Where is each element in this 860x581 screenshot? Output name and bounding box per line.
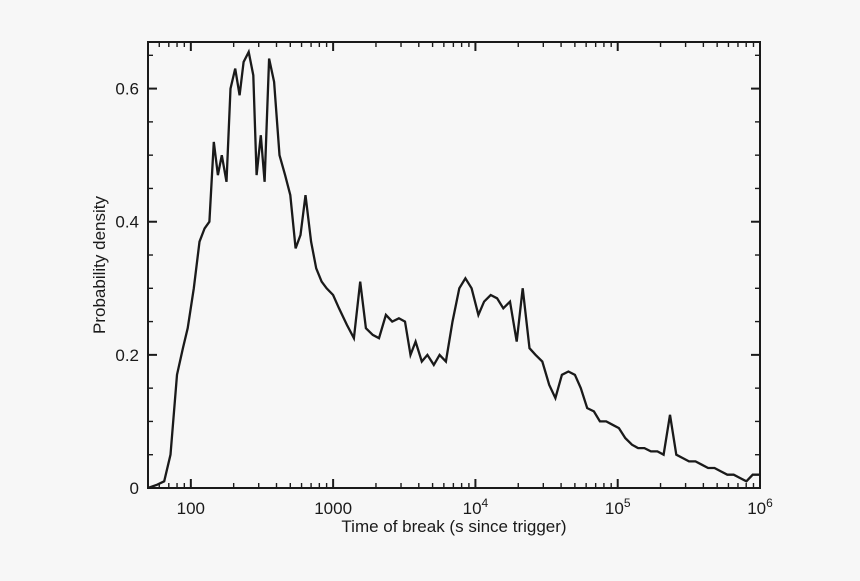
y-tick-label: 0.2: [115, 346, 139, 365]
x-tick-label: 105: [605, 496, 631, 518]
x-tick-label: 100: [177, 499, 205, 518]
data-line: [147, 48, 760, 490]
x-tick-label: 106: [747, 496, 773, 518]
y-tick-label: 0: [130, 479, 139, 498]
y-axis-label: Probability density: [90, 196, 109, 334]
y-tick-label: 0.6: [115, 80, 139, 99]
y-tick-label: 0.4: [115, 213, 139, 232]
x-tick-label: 1000: [314, 499, 352, 518]
x-axis-label: Time of break (s since trigger): [341, 517, 567, 536]
x-tick-label: 104: [463, 496, 489, 518]
